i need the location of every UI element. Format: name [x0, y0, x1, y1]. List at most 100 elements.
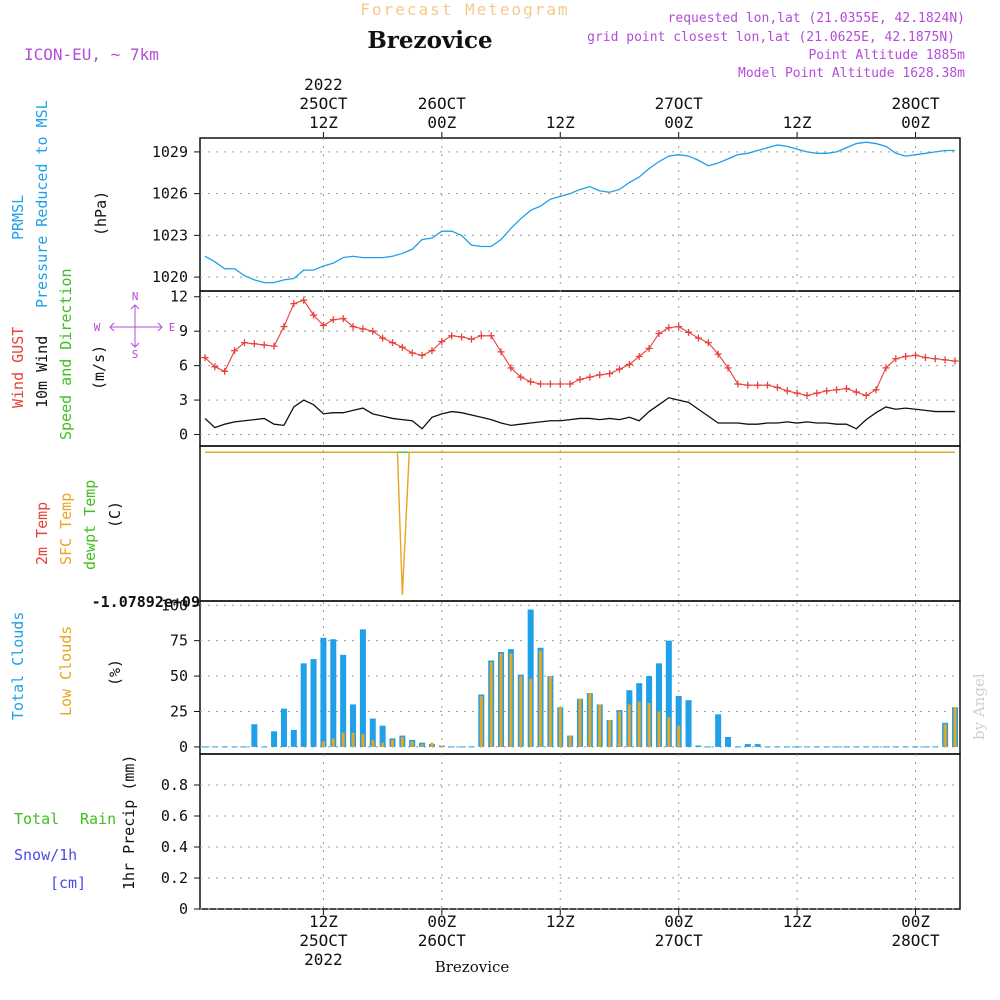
- temp-sfc-label: SFC Temp: [57, 493, 75, 565]
- precip-labels: Total Rain Snow/1h [cm] 1hr Precip (mm): [14, 755, 138, 892]
- gridlines: [322, 132, 917, 915]
- compass-west: W: [94, 321, 101, 334]
- y-tick-label: 6: [179, 357, 188, 375]
- time-label: 00Z: [427, 113, 456, 132]
- low-cloud-bar: [588, 693, 592, 747]
- pressure-unit: (hPa): [92, 191, 110, 236]
- low-cloud-bar: [529, 678, 533, 747]
- precip-snow-label: Snow/1h: [14, 846, 77, 864]
- pressure-label-msl: Pressure Reduced to MSL: [33, 100, 51, 308]
- low-cloud-bar: [943, 724, 947, 747]
- total-cloud-bar: [379, 725, 386, 747]
- compass-arrows-icon: [109, 304, 163, 348]
- clouds-unit: (%): [106, 659, 124, 686]
- pressure-label-prmsl: PRMSL: [9, 195, 27, 240]
- total-cloud-bar: [310, 659, 317, 747]
- y-tick-label: 0.4: [161, 838, 188, 856]
- total-cloud-bar: [359, 629, 366, 747]
- low-cloud-bar: [410, 741, 414, 747]
- total-clouds-label: Total Clouds: [9, 612, 27, 720]
- total-cloud-bar: [340, 654, 347, 747]
- time-label: 12Z: [546, 912, 575, 931]
- total-cloud-bar: [744, 744, 751, 747]
- y-tick-label: 1020: [152, 268, 188, 286]
- y-tick-label: 9: [179, 322, 188, 340]
- low-cloud-bar: [479, 695, 483, 747]
- pressure-line: [204, 141, 955, 284]
- low-cloud-bar: [430, 742, 434, 747]
- precip-unit: 1hr Precip (mm): [120, 755, 138, 890]
- precip-total-label: Total: [14, 810, 59, 828]
- low-cloud-bar: [351, 732, 355, 747]
- low-cloud-bar: [519, 676, 523, 747]
- total-cloud-bar: [754, 744, 761, 747]
- y-tick-label: 12: [170, 288, 188, 306]
- low-cloud-bar: [637, 701, 641, 747]
- wind-series: [201, 296, 959, 430]
- cloud-labels: Total Clouds Low Clouds (%): [9, 612, 124, 720]
- time-label: 2022: [304, 950, 343, 969]
- low-cloud-bar: [608, 720, 612, 747]
- chart-title: Forecast Meteogram: [360, 0, 569, 19]
- low-cloud-bar: [539, 650, 543, 747]
- total-cloud-bar: [695, 745, 702, 747]
- low-cloud-bar: [361, 734, 365, 747]
- low-cloud-bar: [321, 741, 325, 747]
- time-label: 25OCT: [299, 931, 348, 950]
- total-cloud-bar: [527, 609, 534, 747]
- temperature-labels: 2m Temp SFC Temp dewpt Temp (C) -1.07892…: [33, 480, 200, 611]
- model-altitude: Model Point Altitude 1628.38m: [738, 66, 965, 81]
- precip-rain-label: Rain: [80, 810, 116, 828]
- time-label: 27OCT: [655, 931, 704, 950]
- low-cloud-bar: [509, 653, 513, 747]
- y-tick-label: 0.6: [161, 807, 188, 825]
- time-label: 12Z: [546, 113, 575, 132]
- y-tick-label: 0.2: [161, 869, 188, 887]
- y-tick-label: 0: [179, 426, 188, 444]
- y-axis-ticks: 1020 1023 1026 1029 0 3 6 9 12 0 25 50 75 100 0 0.2 0.4 0…: [152, 143, 960, 918]
- temp-unit: (C): [106, 501, 124, 528]
- y-tick-label: 25: [170, 703, 188, 721]
- wind-unit: (m/s): [90, 345, 108, 390]
- total-cloud-bar: [655, 663, 662, 747]
- y-tick-label: 3: [179, 391, 188, 409]
- total-cloud-bar: [369, 718, 376, 747]
- compass-east: E: [169, 321, 176, 334]
- low-cloud-bar: [489, 661, 493, 747]
- time-label: 12Z: [309, 113, 338, 132]
- time-label: 00Z: [664, 912, 693, 931]
- wind-gust-label: Wind GUST: [9, 327, 27, 408]
- y-tick-label: 100: [161, 596, 188, 614]
- footer-location: Brezovice: [435, 958, 510, 976]
- time-label: 00Z: [664, 113, 693, 132]
- total-cloud-bar: [280, 708, 287, 747]
- time-label: 12Z: [783, 113, 812, 132]
- time-label: 26OCT: [418, 931, 467, 950]
- y-tick-label: 1029: [152, 143, 188, 161]
- cloud-series: [202, 609, 958, 748]
- wind-speed-dir-label: Speed and Direction: [57, 268, 75, 440]
- y-tick-label: 1023: [152, 226, 188, 244]
- watermark: by Angel: [970, 673, 988, 740]
- total-cloud-bar: [290, 729, 297, 747]
- wind-10m-label: 10m Wind: [33, 336, 51, 408]
- temperature-series: [205, 451, 955, 595]
- y-tick-label: 0: [179, 738, 188, 756]
- compass-north: N: [132, 290, 139, 303]
- point-altitude: Point Altitude 1885m: [808, 48, 965, 63]
- low-cloud-bar: [391, 739, 394, 747]
- low-cloud-bar: [657, 711, 661, 747]
- total-cloud-bar: [685, 700, 692, 747]
- total-cloud-bar: [271, 731, 278, 747]
- pressure-labels: PRMSL Pressure Reduced to MSL (hPa): [9, 100, 110, 308]
- temp-dewpt-label: dewpt Temp: [81, 480, 99, 570]
- time-label: 00Z: [901, 113, 930, 132]
- low-clouds-label: Low Clouds: [57, 626, 75, 716]
- time-label: 00Z: [901, 912, 930, 931]
- time-label: 25OCT: [299, 94, 348, 113]
- y-tick-label: 1026: [152, 185, 188, 203]
- y-tick-label: 75: [170, 632, 188, 650]
- temperature-panel-frame: [199, 445, 961, 602]
- total-cloud-bar: [675, 695, 682, 747]
